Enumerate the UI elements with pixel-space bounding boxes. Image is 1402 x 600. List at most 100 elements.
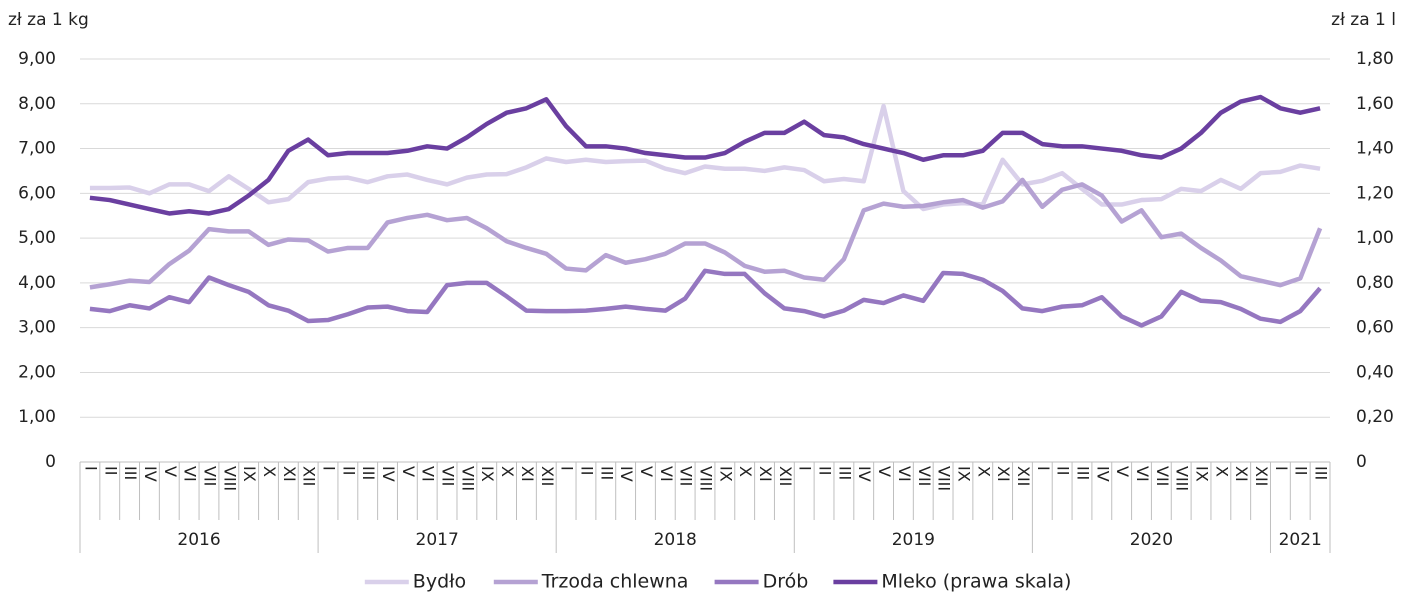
y-tick-label: 5,00 bbox=[18, 228, 56, 248]
x-tick-label: II bbox=[577, 466, 596, 475]
y-tick-label: 7,00 bbox=[18, 139, 56, 159]
x-tick-label: IV bbox=[379, 466, 398, 482]
y2-tick-label: 0 bbox=[1356, 452, 1367, 472]
x-tick-label: I bbox=[1272, 466, 1291, 471]
group-label: 2017 bbox=[416, 530, 459, 550]
x-tick-label: IV bbox=[617, 466, 636, 482]
x-tick-label: III bbox=[597, 466, 616, 480]
x-tick-label: XII bbox=[1014, 466, 1033, 486]
x-tick-label: V bbox=[875, 466, 894, 477]
x-tick-label: VII bbox=[1153, 466, 1172, 486]
x-tick-label: V bbox=[399, 466, 418, 477]
x-tick-label: III bbox=[835, 466, 854, 480]
x-tick-label: V bbox=[161, 466, 180, 477]
x-tick-label: IX bbox=[1193, 466, 1212, 482]
y-tick-label: 0 bbox=[45, 452, 56, 472]
y-tick-label: 1,00 bbox=[18, 407, 56, 427]
x-tick-label: I bbox=[320, 466, 339, 471]
x-tick-label: II bbox=[816, 466, 835, 475]
group-label: 2021 bbox=[1279, 530, 1322, 550]
x-tick-label: IX bbox=[954, 466, 973, 482]
x-tick-label: I bbox=[558, 466, 577, 471]
y2-tick-label: 0,60 bbox=[1356, 318, 1394, 338]
x-tick-label: VI bbox=[1133, 466, 1152, 482]
x-tick-label: VII bbox=[915, 466, 934, 486]
x-tick-label: IV bbox=[141, 466, 160, 482]
y2-tick-label: 0,40 bbox=[1356, 362, 1394, 382]
x-tick-label: VI bbox=[895, 466, 914, 482]
x-tick-label: X bbox=[974, 466, 993, 477]
legend-label: Bydło bbox=[413, 571, 466, 593]
group-label: 2018 bbox=[654, 530, 697, 550]
x-tick-label: III bbox=[121, 466, 140, 480]
y2-axis-label: zł za 1 l bbox=[1331, 10, 1396, 30]
x-tick-label: VI bbox=[181, 466, 200, 482]
series-line bbox=[89, 103, 1321, 212]
x-tick-label: VIII bbox=[697, 466, 716, 491]
y2-tick-label: 1,40 bbox=[1356, 139, 1394, 159]
group-label: 2016 bbox=[177, 530, 220, 550]
x-tick-label: IV bbox=[855, 466, 874, 482]
group-label: 2019 bbox=[892, 530, 935, 550]
series-line bbox=[89, 94, 1321, 216]
x-tick-label: X bbox=[736, 466, 755, 477]
series-line bbox=[89, 177, 1323, 290]
y2-tick-label: 1,80 bbox=[1356, 49, 1394, 69]
y-tick-label: 2,00 bbox=[18, 362, 56, 382]
x-tick-label: II bbox=[1292, 466, 1311, 475]
x-tick-label: XII bbox=[776, 466, 795, 486]
y2-tick-label: 1,60 bbox=[1356, 94, 1394, 114]
x-tick-label: IX bbox=[240, 466, 259, 482]
x-tick-label: V bbox=[1113, 466, 1132, 477]
x-tick-label: XII bbox=[538, 466, 557, 486]
x-tick-label: XI bbox=[994, 466, 1013, 482]
legend-label: Drób bbox=[763, 571, 809, 593]
legend-label: Trzoda chlewna bbox=[541, 571, 689, 593]
x-tick-label: III bbox=[1073, 466, 1092, 480]
x-tick-label: II bbox=[339, 466, 358, 475]
legend-label: Mleko (prawa skala) bbox=[881, 571, 1071, 593]
y2-tick-label: 1,00 bbox=[1356, 228, 1394, 248]
x-tick-label: X bbox=[1212, 466, 1231, 477]
x-tick-label: X bbox=[498, 466, 517, 477]
x-tick-label: III bbox=[359, 466, 378, 480]
x-tick-label: XI bbox=[518, 466, 537, 482]
x-tick-label: IV bbox=[1093, 466, 1112, 482]
x-tick-label: VI bbox=[657, 466, 676, 482]
x-tick-label: VII bbox=[200, 466, 219, 486]
y-tick-label: 3,00 bbox=[18, 318, 56, 338]
series-line bbox=[89, 268, 1322, 328]
x-tick-label: VII bbox=[439, 466, 458, 486]
x-tick-label: I bbox=[81, 466, 100, 471]
group-label: 2020 bbox=[1130, 530, 1173, 550]
x-tick-label: XI bbox=[280, 466, 299, 482]
y-tick-label: 6,00 bbox=[18, 183, 56, 203]
x-tick-label: VII bbox=[677, 466, 696, 486]
x-tick-label: IX bbox=[478, 466, 497, 482]
x-tick-label: XI bbox=[1232, 466, 1251, 482]
x-tick-label: X bbox=[260, 466, 279, 477]
x-tick-label: V bbox=[637, 466, 656, 477]
y-tick-label: 8,00 bbox=[18, 94, 56, 114]
x-tick-label: VIII bbox=[1173, 466, 1192, 491]
x-tick-label: II bbox=[101, 466, 120, 475]
y2-tick-label: 1,20 bbox=[1356, 183, 1394, 203]
x-tick-label: III bbox=[1312, 466, 1331, 480]
x-tick-label: VIII bbox=[220, 466, 239, 491]
y-axis-label: zł za 1 kg bbox=[8, 10, 89, 30]
y-tick-label: 4,00 bbox=[18, 273, 56, 293]
x-tick-label: VI bbox=[419, 466, 438, 482]
x-tick-label: II bbox=[1054, 466, 1073, 475]
y2-tick-label: 0,20 bbox=[1356, 407, 1394, 427]
x-tick-label: XII bbox=[1252, 466, 1271, 486]
x-tick-label: VIII bbox=[935, 466, 954, 491]
x-tick-label: VIII bbox=[458, 466, 477, 491]
x-tick-label: I bbox=[796, 466, 815, 471]
x-tick-label: XI bbox=[756, 466, 775, 482]
x-tick-label: XII bbox=[300, 466, 319, 486]
x-tick-label: IX bbox=[716, 466, 735, 482]
y-tick-label: 9,00 bbox=[18, 49, 56, 69]
y2-tick-label: 0,80 bbox=[1356, 273, 1394, 293]
x-tick-label: I bbox=[1034, 466, 1053, 471]
